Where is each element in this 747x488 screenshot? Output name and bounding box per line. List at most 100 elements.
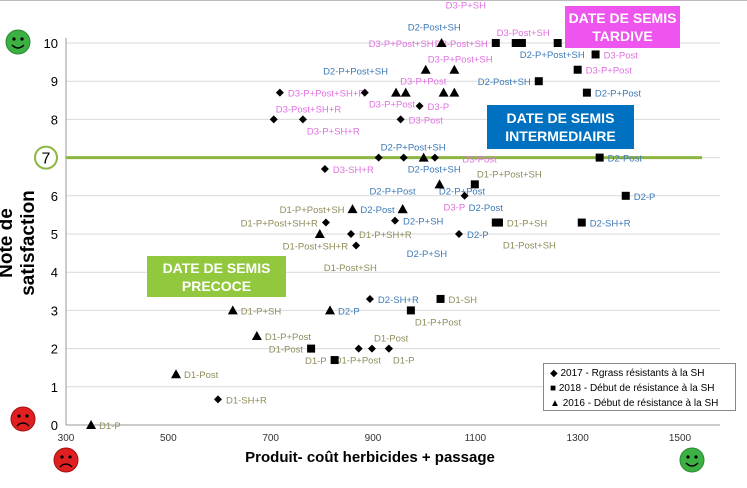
point-label: D1-Post+SH [324, 263, 377, 274]
point-label: D2-Post [469, 203, 504, 214]
point-label: D1-P [99, 421, 121, 432]
point-label: D2-Post+SH [408, 23, 461, 34]
point-label: D1-Post+SH+R [283, 241, 349, 252]
square-marker [470, 180, 479, 189]
diamond-marker [320, 165, 329, 174]
legend-label: 2016 - Début de résistance à la SH [562, 398, 719, 409]
point-label: D1-P+Post [265, 332, 312, 343]
square-marker [621, 191, 630, 200]
point-label: D2-Post+SH [408, 165, 461, 176]
square-marker [577, 218, 586, 227]
point-label: D3-Post [409, 115, 444, 126]
legend-label: 2018 - Début de résistance à la SH [558, 383, 715, 394]
point-label: D2-P [467, 230, 489, 241]
happy-face-icon [679, 447, 705, 473]
point-label: D3-P+SH+R [307, 126, 360, 137]
triangle-marker [314, 229, 325, 238]
triangle-marker [449, 87, 460, 97]
point-label: D3-P+Post+SH+R [288, 89, 365, 100]
point-label: D2-P+SH [403, 217, 444, 228]
point-label: D3-Post+SH [497, 28, 550, 39]
eye [686, 455, 690, 459]
square-marker [553, 39, 562, 47]
y-tick-label: 2 [51, 342, 58, 357]
triangle-marker [420, 64, 431, 74]
reference-label: 7 [42, 151, 51, 168]
diamond-marker [415, 102, 424, 111]
point-label: D2-P+Post [595, 89, 642, 100]
diamond-marker [384, 344, 393, 353]
triangle-marker [397, 204, 408, 214]
square-marker [591, 50, 600, 59]
square-marker [511, 39, 520, 47]
mouth [16, 422, 30, 427]
legend-item-2017: ◆ 2017 - Rgrass résistants à la SH [550, 368, 705, 379]
triangle-marker [86, 420, 97, 429]
triangle-marker [171, 369, 182, 379]
point-label: D2-P [634, 192, 656, 203]
eye [17, 414, 21, 418]
diamond-marker [365, 294, 374, 303]
point-label: D3-Post+SH+R [276, 104, 342, 115]
point-label: D1-Post [184, 370, 219, 381]
diamond-marker [367, 344, 376, 353]
y-tick-label: 5 [51, 227, 58, 242]
point-label: D1-P+Post [415, 317, 462, 328]
x-axis-label: Produit- coût herbicides + passage [245, 449, 495, 466]
diamond-marker [275, 88, 284, 97]
legend-label: 2017 - Rgrass résistants à la SH [560, 368, 705, 379]
triangle-marker [391, 87, 402, 97]
point-label: D2-Post+SH [478, 77, 531, 88]
legend-item-2016: ▲ 2016 - Début de résistance à la SH [550, 398, 719, 409]
x-tick-label: 500 [160, 433, 177, 444]
triangle-marker [436, 38, 447, 47]
point-label: D2-SH+R [378, 295, 419, 306]
point-label: D3-P [428, 102, 450, 113]
point-label: D3-Post [604, 50, 639, 61]
point-label: D2-SH+R [590, 219, 631, 230]
point-label: D2-P+Post [369, 187, 416, 198]
square-marker [406, 306, 415, 315]
square-marker [436, 294, 445, 303]
diamond-marker [396, 115, 405, 124]
triangle-marker [449, 64, 460, 74]
y-tick-label: 3 [51, 303, 58, 318]
point-label: D3-P+Post+SH [369, 39, 434, 50]
triangle-marker [325, 305, 336, 315]
triangle-marker [418, 152, 429, 162]
y-tick-label: 1 [51, 380, 58, 395]
point-label: D1-P [393, 356, 415, 367]
square-marker [491, 39, 500, 47]
x-tick-label: 1500 [669, 433, 692, 444]
square-marker [595, 153, 604, 162]
triangle-marker [434, 179, 445, 189]
diamond-marker [460, 191, 469, 200]
diamond-marker [269, 115, 278, 124]
point-label: D1-SH [449, 295, 478, 306]
y-tick-label: 8 [51, 112, 58, 127]
diamond-marker [454, 230, 463, 238]
square-marker [517, 39, 526, 47]
point-label: D2-P+Post [439, 187, 486, 198]
diamond-marker [374, 153, 383, 162]
y-tick-label: 9 [51, 74, 58, 89]
point-label: D3-Post [462, 155, 497, 166]
point-label: D3-Post+SH [435, 39, 488, 50]
annotation-tardive: DATE DE SEMIS TARDIVE [565, 6, 680, 48]
square-marker [573, 65, 582, 74]
diamond-marker [352, 241, 361, 250]
point-label: D3-P+SH [446, 1, 487, 12]
point-label: D2-P+Post+SH [323, 67, 388, 78]
x-tick-label: 900 [365, 433, 382, 444]
point-label: D1-P+SH+R [359, 230, 412, 241]
point-label: D1-P+SH [507, 219, 548, 230]
point-label: D2-P+Post+SH [520, 50, 585, 61]
square-marker [582, 88, 591, 97]
point-label: D2-P [338, 306, 360, 317]
x-tick-label: 700 [262, 433, 279, 444]
point-label: D1-SH+R [226, 395, 267, 406]
point-label: D3-P+Post+SH [428, 55, 493, 66]
diamond-marker [213, 395, 222, 404]
